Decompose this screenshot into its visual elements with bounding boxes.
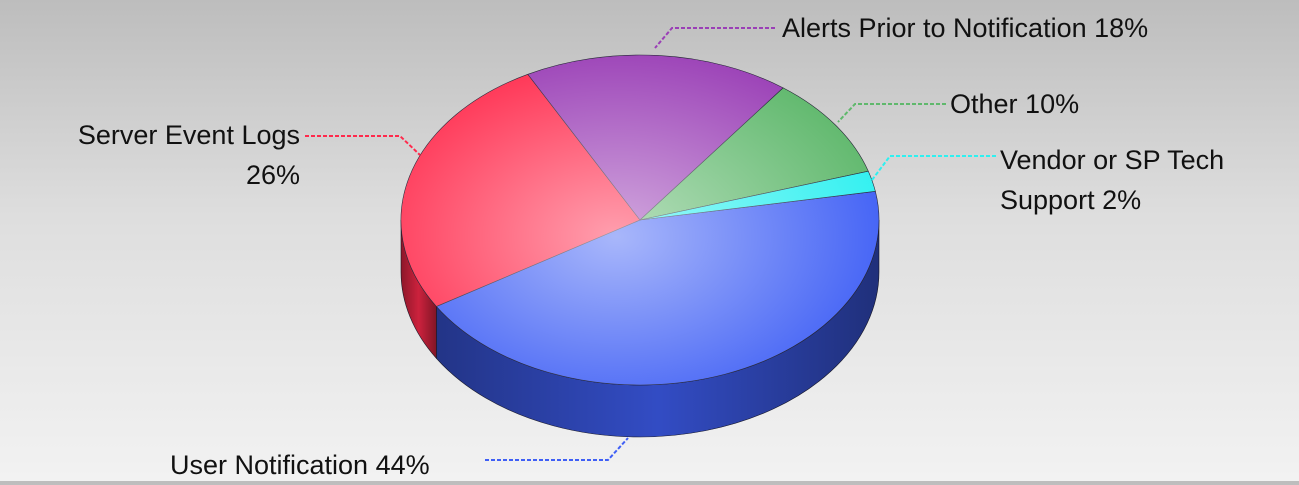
slice-label: User Notification 44% [170,445,490,485]
category-label: User Notification [170,450,369,480]
slice-side-shade [401,220,437,359]
value-label: 18% [1094,13,1149,43]
category-label: Server Event Logs [77,120,300,150]
shine [401,55,879,385]
category-label: Alerts Prior to Notification [782,13,1087,43]
leader-line [485,437,629,461]
value-label: 26% [245,160,300,190]
category-label: Other [950,89,1018,119]
leader-line [837,103,946,123]
leader-line [654,27,775,49]
value-label: 44% [375,450,430,480]
slice-label: Alerts Prior to Notification 18% [782,8,1292,48]
category-label: Vendor or SP Tech Support [1000,145,1225,215]
slice-label: Other 10% [950,84,1250,124]
slice-label: Vendor or SP Tech Support 2% [1000,140,1290,220]
slice-label: Server Event Logs 26% [10,115,300,195]
slice-side-shade [436,220,879,437]
value-label: 2% [1102,185,1142,215]
value-label: 10% [1025,89,1080,119]
leader-line [305,135,421,156]
leader-line [871,155,996,181]
